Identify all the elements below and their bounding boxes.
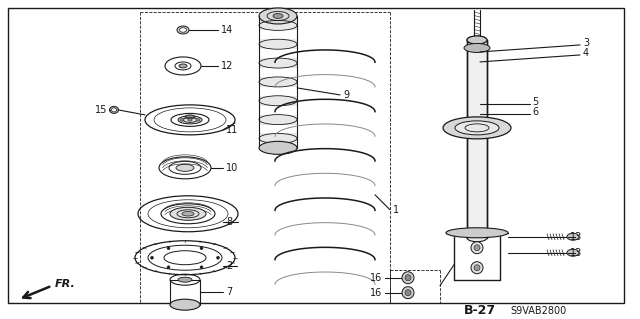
Text: 2: 2 (226, 261, 232, 271)
Bar (259, 115, 297, 125)
Bar (259, 133, 297, 144)
Text: 15: 15 (95, 105, 107, 115)
Ellipse shape (180, 119, 184, 121)
Circle shape (402, 272, 414, 284)
Text: 8: 8 (226, 217, 232, 227)
Ellipse shape (177, 26, 189, 34)
Circle shape (167, 266, 170, 269)
Ellipse shape (446, 228, 508, 238)
Text: FR.: FR. (55, 279, 76, 289)
Circle shape (474, 245, 480, 251)
Ellipse shape (111, 108, 116, 112)
Ellipse shape (259, 8, 297, 24)
Ellipse shape (467, 36, 487, 44)
Circle shape (167, 247, 170, 250)
Text: 9: 9 (343, 90, 349, 100)
Ellipse shape (109, 106, 118, 113)
Ellipse shape (182, 211, 194, 216)
Text: 16: 16 (370, 288, 382, 298)
Text: 6: 6 (532, 107, 538, 117)
Text: 14: 14 (221, 25, 233, 35)
Ellipse shape (170, 299, 200, 310)
Bar (259, 96, 297, 106)
Ellipse shape (567, 233, 579, 240)
Text: 7: 7 (226, 287, 232, 297)
Text: 3: 3 (583, 38, 589, 48)
Text: 13: 13 (570, 248, 582, 258)
Text: 10: 10 (226, 163, 238, 173)
Ellipse shape (567, 249, 579, 256)
Text: 11: 11 (226, 125, 238, 135)
Text: 13: 13 (570, 232, 582, 242)
Bar (170, 280, 200, 305)
Text: 12: 12 (221, 61, 234, 71)
Ellipse shape (179, 64, 187, 68)
Text: B-27: B-27 (464, 304, 496, 317)
Ellipse shape (464, 43, 490, 52)
Circle shape (474, 265, 480, 271)
Circle shape (471, 262, 483, 274)
Bar (259, 77, 297, 87)
Ellipse shape (467, 234, 487, 242)
Text: 16: 16 (370, 273, 382, 283)
Ellipse shape (170, 207, 206, 220)
Ellipse shape (467, 36, 487, 44)
Ellipse shape (179, 28, 186, 32)
Circle shape (200, 247, 203, 250)
Ellipse shape (188, 119, 192, 121)
Ellipse shape (176, 164, 194, 171)
Bar (259, 39, 297, 49)
Ellipse shape (455, 121, 499, 135)
Bar (259, 20, 297, 30)
Circle shape (150, 256, 154, 259)
Circle shape (216, 256, 220, 259)
Ellipse shape (273, 13, 283, 19)
Ellipse shape (178, 277, 192, 282)
Circle shape (471, 242, 483, 254)
Ellipse shape (259, 141, 297, 154)
Text: 1: 1 (393, 205, 399, 215)
Ellipse shape (443, 117, 511, 139)
Text: 4: 4 (583, 48, 589, 58)
Text: S9VAB2800: S9VAB2800 (510, 306, 566, 316)
Circle shape (402, 287, 414, 299)
Bar (259, 58, 297, 68)
Text: 5: 5 (532, 97, 538, 107)
Circle shape (405, 275, 411, 281)
Ellipse shape (196, 119, 200, 121)
Ellipse shape (178, 116, 202, 124)
Circle shape (405, 290, 411, 296)
Bar (467, 40, 487, 238)
Circle shape (200, 266, 203, 269)
